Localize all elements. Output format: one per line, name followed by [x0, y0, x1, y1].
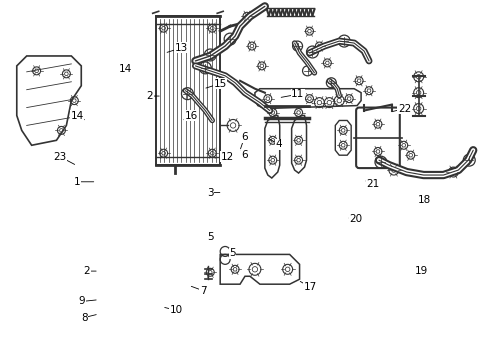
Text: 6: 6: [241, 150, 247, 160]
Text: 17: 17: [303, 282, 316, 292]
Text: 11: 11: [291, 89, 304, 99]
Text: 2: 2: [146, 91, 153, 101]
Text: 14: 14: [70, 111, 83, 121]
Text: 12: 12: [221, 152, 234, 162]
Text: 23: 23: [53, 152, 66, 162]
Text: 2: 2: [83, 266, 90, 276]
Text: 10: 10: [170, 305, 183, 315]
Text: 14: 14: [119, 64, 132, 74]
Text: 19: 19: [414, 266, 427, 276]
Text: 9: 9: [79, 296, 85, 306]
Bar: [155, 16, 220, 165]
Text: 4: 4: [275, 139, 281, 149]
Text: 7: 7: [200, 286, 206, 296]
Text: 16: 16: [184, 111, 197, 121]
Text: 5: 5: [207, 232, 213, 242]
Text: 21: 21: [366, 179, 379, 189]
Text: 13: 13: [174, 43, 188, 53]
Text: 15: 15: [213, 78, 226, 89]
Text: 20: 20: [349, 214, 362, 224]
Text: 5: 5: [228, 248, 235, 258]
Text: 8: 8: [81, 312, 87, 323]
Text: 22: 22: [397, 104, 410, 113]
Text: 18: 18: [417, 195, 430, 204]
Text: 1: 1: [74, 177, 80, 187]
Text: 3: 3: [207, 188, 213, 198]
Text: 6: 6: [241, 132, 247, 142]
